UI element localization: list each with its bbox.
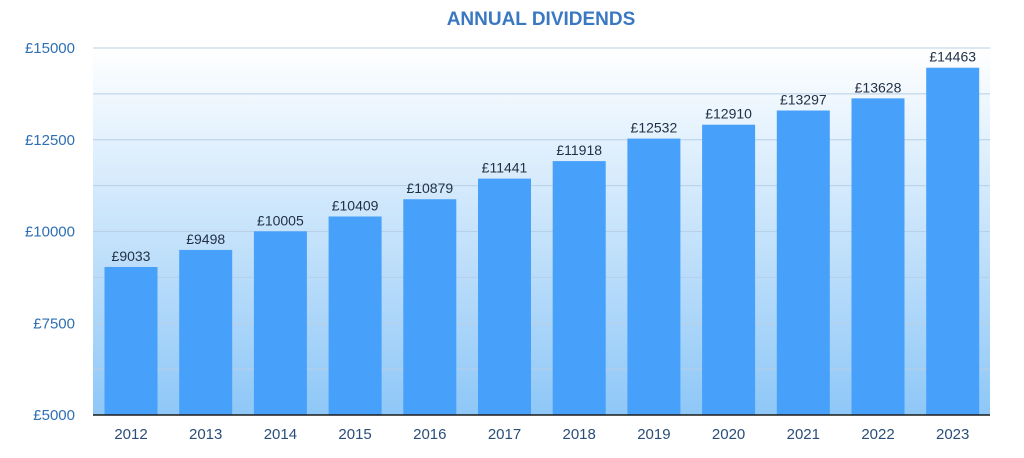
x-tick-label-2015: 2015	[338, 426, 371, 443]
data-label-2017: £11441	[482, 160, 528, 176]
data-label-2019: £12532	[631, 120, 678, 136]
x-axis-ticks: 2012 2013 2014 2015 2016 2017 2018 2019 2020 2021…	[114, 426, 969, 443]
bar-2014	[253, 231, 307, 415]
x-tick-label-2021: 2021	[787, 426, 820, 443]
data-label-2018: £11918	[556, 142, 602, 158]
data-label-2021: £13297	[780, 92, 827, 108]
bar-2018	[552, 161, 606, 415]
bar-2023	[926, 67, 980, 416]
y-tick-label: £12500	[25, 132, 75, 149]
bar-2013	[179, 249, 233, 415]
data-label-2016: £10879	[406, 180, 453, 196]
data-label-2012: £9033	[112, 248, 151, 264]
data-label-2023: £14463	[929, 49, 976, 65]
x-tick-label-2012: 2012	[114, 426, 147, 443]
data-labels: £9033 £9498 £10005 £10409 £10879 £11441 £11918…	[112, 49, 977, 264]
y-tick-label: £10000	[25, 224, 75, 241]
x-tick-label-2022: 2022	[861, 426, 894, 443]
bar-2012	[104, 266, 158, 415]
x-tick-label-2023: 2023	[936, 426, 969, 443]
x-tick-label-2018: 2018	[563, 426, 596, 443]
x-tick-label-2016: 2016	[413, 426, 446, 443]
bar-2022	[851, 98, 905, 415]
x-tick-label-2019: 2019	[637, 426, 670, 443]
data-label-2015: £10409	[332, 197, 379, 213]
bar-2021	[776, 110, 830, 416]
bar-2019	[627, 138, 681, 415]
x-tick-label-2013: 2013	[189, 426, 222, 443]
chart-title: ANNUAL DIVIDENDS	[447, 9, 636, 30]
x-tick-label-2020: 2020	[712, 426, 745, 443]
bars	[104, 67, 980, 416]
bar-2017	[478, 178, 531, 415]
y-tick-label: £5000	[33, 407, 75, 424]
x-tick-label-2017: 2017	[488, 426, 521, 443]
bar-2020	[702, 124, 756, 415]
data-label-2014: £10005	[257, 212, 304, 228]
y-tick-label: £7500	[33, 315, 75, 332]
x-tick-label-2014: 2014	[264, 426, 297, 443]
y-axis-ticks: £5000 £7500 £10000 £12500 £15000	[25, 40, 75, 424]
data-label-2020: £12910	[705, 106, 752, 122]
data-label-2022: £13628	[855, 79, 902, 95]
bar-2015	[328, 216, 382, 415]
data-label-2013: £9498	[186, 231, 225, 247]
y-tick-label: £15000	[25, 40, 75, 57]
bar-2016	[403, 199, 457, 415]
grid-lines	[93, 47, 990, 370]
